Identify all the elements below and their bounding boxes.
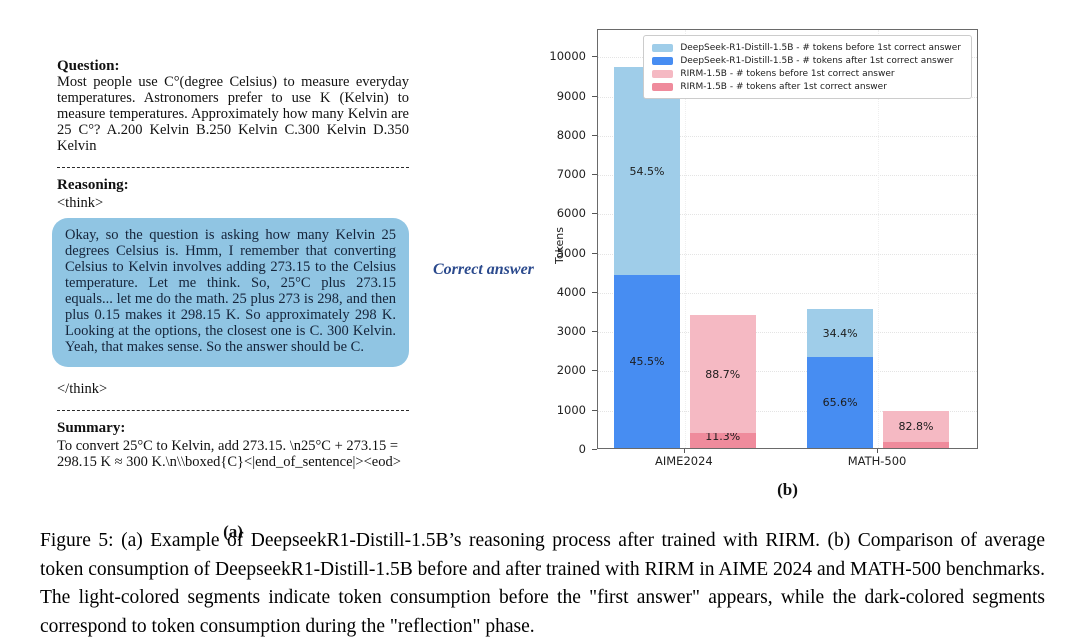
gridline-h bbox=[598, 371, 977, 373]
tick-mark bbox=[592, 409, 597, 411]
summary-text: To convert 25°C to Kelvin, add 273.15. \… bbox=[57, 437, 401, 470]
reasoning-think-box: Okay, so the question is asking how many… bbox=[52, 218, 409, 367]
bar-percent-label: 82.8% bbox=[898, 420, 934, 434]
legend-label: RIRM-1.5B - # tokens after 1st correct a… bbox=[680, 81, 887, 92]
tick-mark bbox=[683, 449, 685, 453]
legend-item: DeepSeek-R1-Distill-1.5B - # tokens befo… bbox=[652, 41, 961, 54]
bar-segment-deepseek-bottom bbox=[613, 274, 681, 448]
legend-item: RIRM-1.5B - # tokens after 1st correct a… bbox=[652, 80, 961, 93]
subfigure-label-b: (b) bbox=[777, 480, 798, 499]
y-tick-label: 7000 bbox=[556, 167, 586, 182]
x-tick-label: MATH-500 bbox=[847, 454, 907, 468]
legend-label: RIRM-1.5B - # tokens before 1st correct … bbox=[680, 68, 895, 79]
bar-segment-deepseek-top bbox=[613, 67, 681, 275]
bar-segment-rirm-top bbox=[689, 314, 756, 433]
gridline-h bbox=[598, 253, 977, 255]
legend-label: DeepSeek-R1-Distill-1.5B - # tokens befo… bbox=[680, 42, 961, 53]
y-tick-label: 9000 bbox=[556, 88, 586, 103]
legend-swatch-icon bbox=[652, 82, 674, 91]
gridline-h bbox=[598, 214, 977, 216]
legend-swatch-icon bbox=[652, 43, 674, 52]
separator-line bbox=[57, 166, 409, 168]
think-text: Okay, so the question is asking how many… bbox=[65, 227, 396, 355]
tick-mark bbox=[592, 174, 597, 176]
gridline-h bbox=[598, 410, 977, 412]
bar-percent-label: 34.4% bbox=[822, 326, 858, 340]
tick-mark bbox=[592, 370, 597, 372]
tick-mark bbox=[592, 134, 597, 136]
y-tick-label: 5000 bbox=[556, 245, 586, 260]
question-label: Question: bbox=[57, 58, 120, 74]
tick-mark bbox=[592, 331, 597, 333]
question-text: Most people use C°(degree Celsius) to me… bbox=[57, 74, 409, 154]
tick-mark bbox=[592, 213, 597, 215]
panel-a-example: Question: Most people use C°(degree Cels… bbox=[52, 58, 409, 542]
gridline-h bbox=[598, 135, 977, 137]
bar-segment-deepseek-top bbox=[806, 308, 874, 357]
plot-area: DeepSeek-R1-Distill-1.5B - # tokens befo… bbox=[597, 29, 978, 449]
bar-percent-label: 45.5% bbox=[629, 355, 665, 369]
y-tick-label: 1000 bbox=[556, 402, 586, 417]
subfigure-label-a: (a) bbox=[223, 522, 243, 542]
legend-swatch-icon bbox=[652, 69, 674, 78]
legend-item: RIRM-1.5B - # tokens before 1st correct … bbox=[652, 67, 961, 80]
y-tick-label: 6000 bbox=[556, 206, 586, 221]
separator-line bbox=[57, 409, 409, 411]
x-axis-ticks: AIME2024 MATH-500 bbox=[597, 449, 978, 471]
x-tick-label: AIME2024 bbox=[655, 454, 713, 468]
tick-mark bbox=[877, 449, 879, 453]
chart-legend: DeepSeek-R1-Distill-1.5B - # tokens befo… bbox=[643, 35, 972, 99]
y-tick-label: 0 bbox=[578, 442, 586, 456]
legend-item: DeepSeek-R1-Distill-1.5B - # tokens afte… bbox=[652, 54, 961, 67]
summary-label: Summary: bbox=[57, 419, 126, 436]
bar-percent-label: 65.6% bbox=[822, 396, 858, 410]
gridline-v bbox=[878, 30, 880, 448]
legend-label: DeepSeek-R1-Distill-1.5B - # tokens afte… bbox=[680, 55, 954, 66]
reasoning-label: Reasoning: bbox=[57, 176, 129, 193]
bar-percent-label: 88.7% bbox=[705, 367, 741, 381]
bar-percent-label: 54.5% bbox=[629, 165, 665, 179]
tick-mark bbox=[592, 291, 597, 293]
correct-answer-annotation: Correct answer bbox=[433, 261, 534, 278]
y-tick-label: 10000 bbox=[549, 49, 586, 64]
bar-percent-label: 11.3% bbox=[705, 430, 741, 443]
y-tick-label: 3000 bbox=[556, 324, 586, 339]
y-tick-label: 8000 bbox=[556, 127, 586, 142]
think-close-tag: </think> bbox=[57, 380, 108, 397]
tick-mark bbox=[592, 252, 597, 254]
bar-segment-rirm-top bbox=[882, 410, 950, 442]
tick-mark bbox=[592, 56, 597, 58]
gridline-v bbox=[684, 30, 686, 448]
bar-segment-rirm-bottom bbox=[689, 432, 756, 448]
tick-mark bbox=[592, 449, 597, 450]
bar-segment-rirm-bottom bbox=[882, 441, 950, 448]
tick-mark bbox=[592, 95, 597, 97]
y-tick-label: 4000 bbox=[556, 284, 586, 299]
think-open-tag: <think> bbox=[57, 194, 104, 211]
gridline-h bbox=[598, 175, 977, 177]
legend-swatch-icon bbox=[652, 56, 674, 65]
figure-caption: Figure 5: (a) Example of DeepseekR1-Dist… bbox=[40, 530, 1045, 637]
gridline-h bbox=[598, 332, 977, 334]
bar-segment-deepseek-bottom bbox=[806, 356, 874, 448]
y-tick-label: 2000 bbox=[556, 363, 586, 378]
gridline-h bbox=[598, 292, 977, 294]
y-axis-ticks: 0 1000 2000 3000 4000 5000 6000 7000 8000 9000 100… bbox=[545, 29, 597, 456]
panel-b-chart: Tokens 0 1000 2000 3000 4000 5000 6000 7000 8000… bbox=[545, 10, 1025, 515]
